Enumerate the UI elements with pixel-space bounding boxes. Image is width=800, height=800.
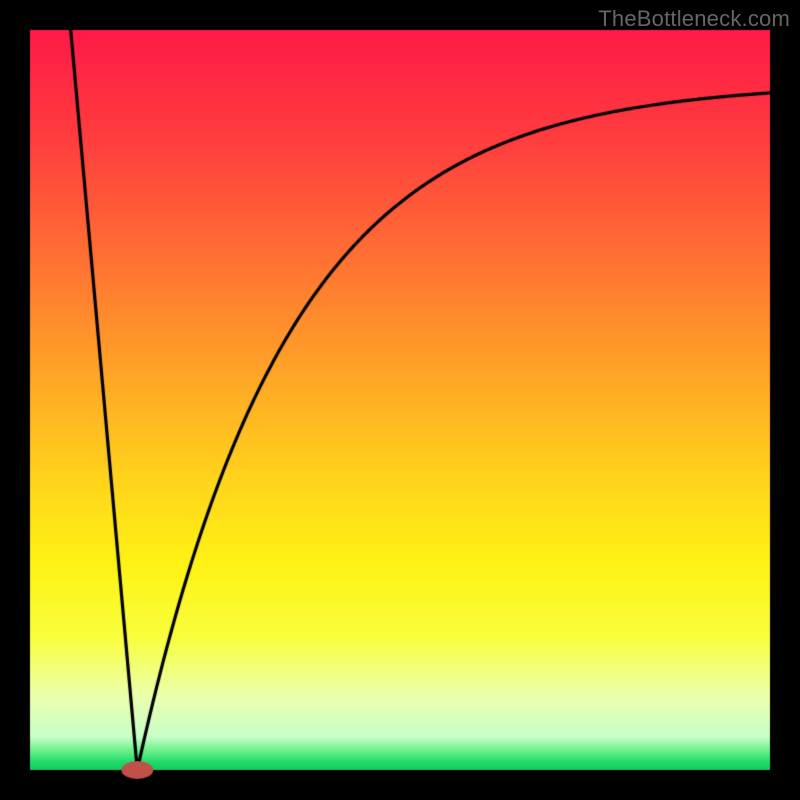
watermark-text: TheBottleneck.com	[598, 6, 790, 32]
chart-container: TheBottleneck.com	[0, 0, 800, 800]
bottleneck-chart	[0, 0, 800, 800]
